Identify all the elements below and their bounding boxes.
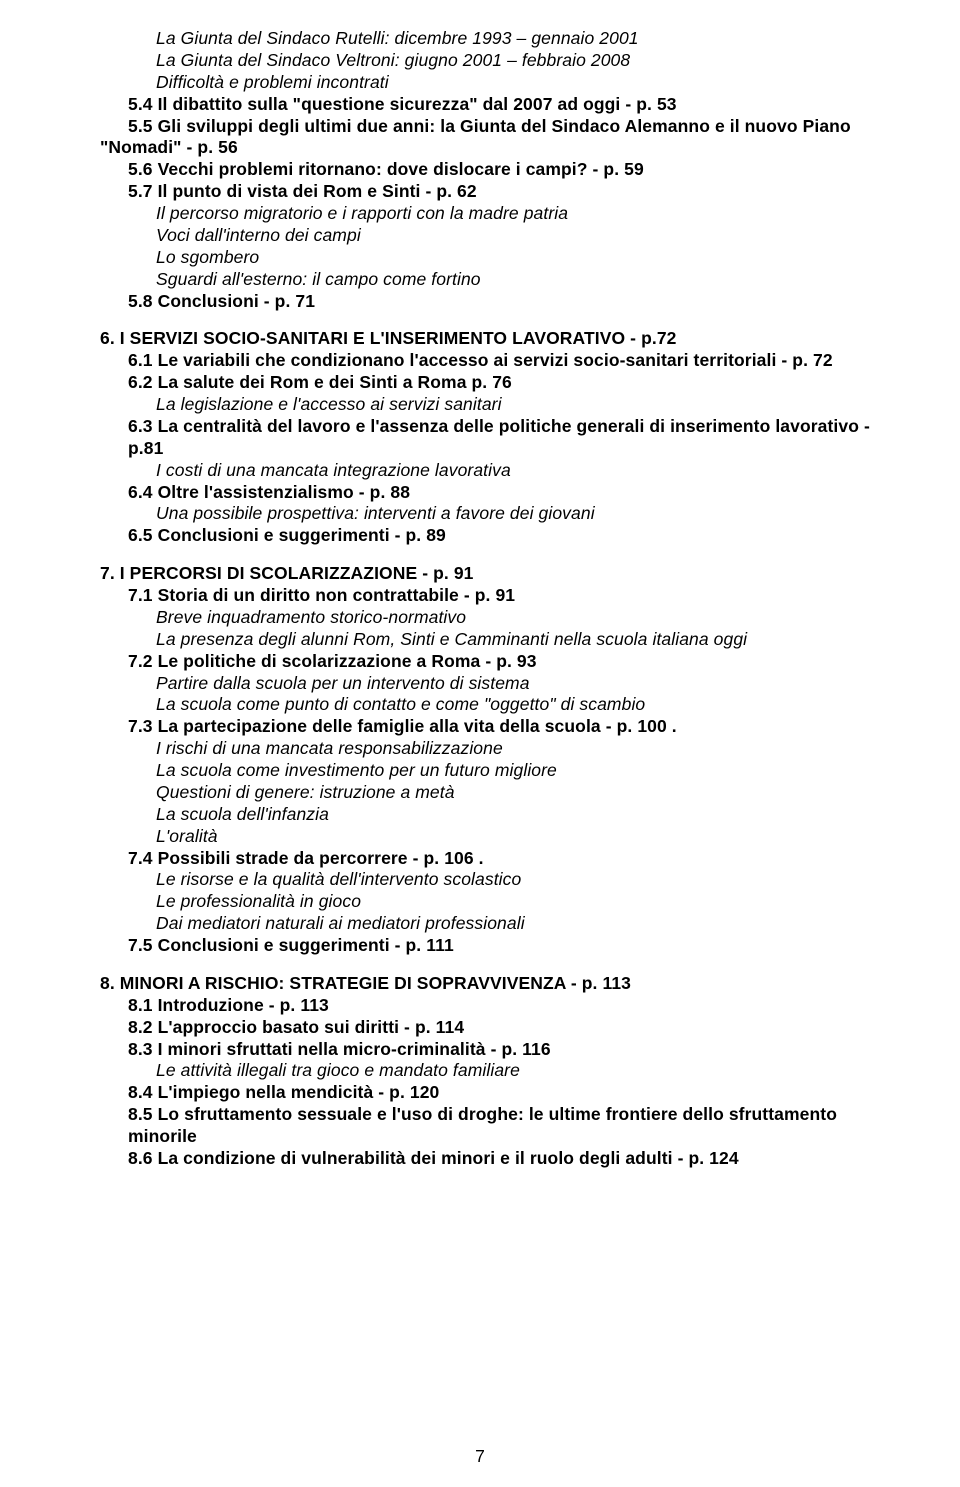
toc-line: Il percorso migratorio e i rapporti con … [56, 203, 880, 225]
toc-line: 7. I PERCORSI DI SCOLARIZZAZIONE - p. 91 [56, 563, 880, 585]
toc-line: La scuola dell'infanzia [56, 804, 880, 826]
toc-line: La presenza degli alunni Rom, Sinti e Ca… [56, 629, 880, 651]
toc-line: 8. MINORI A RISCHIO: STRATEGIE DI SOPRAV… [56, 973, 880, 995]
toc-line: 6.3 La centralità del lavoro e l'assenza… [56, 416, 880, 460]
toc-line: 6.1 Le variabili che condizionano l'acce… [56, 350, 880, 372]
toc-line: Sguardi all'esterno: il campo come forti… [56, 269, 880, 291]
toc-line: 5.8 Conclusioni - p. 71 [56, 291, 880, 313]
toc-line: La Giunta del Sindaco Veltroni: giugno 2… [56, 50, 880, 72]
toc-line: Le attività illegali tra gioco e mandato… [56, 1060, 880, 1082]
toc-line: 7.5 Conclusioni e suggerimenti - p. 111 [56, 935, 880, 957]
toc-line: La legislazione e l'accesso ai servizi s… [56, 394, 880, 416]
toc-line: 7.1 Storia di un diritto non contrattabi… [56, 585, 880, 607]
toc-line: 8.1 Introduzione - p. 113 [56, 995, 880, 1017]
toc-line: 6.2 La salute dei Rom e dei Sinti a Roma… [56, 372, 880, 394]
toc-line: Voci dall'interno dei campi [56, 225, 880, 247]
toc-line [56, 957, 880, 973]
document-page: La Giunta del Sindaco Rutelli: dicembre … [0, 0, 960, 1487]
toc-line: Breve inquadramento storico-normativo [56, 607, 880, 629]
toc-line: 7.2 Le politiche di scolarizzazione a Ro… [56, 651, 880, 673]
toc-line: Lo sgombero [56, 247, 880, 269]
toc-line [56, 547, 880, 563]
toc-line: Una possibile prospettiva: interventi a … [56, 503, 880, 525]
toc-line: "Nomadi" - p. 56 [56, 137, 880, 159]
toc-line: 8.4 L'impiego nella mendicità - p. 120 [56, 1082, 880, 1104]
toc-content: La Giunta del Sindaco Rutelli: dicembre … [56, 28, 880, 1170]
toc-line: 5.5 Gli sviluppi degli ultimi due anni: … [56, 116, 880, 138]
toc-line: La scuola come investimento per un futur… [56, 760, 880, 782]
toc-line: 7.4 Possibili strade da percorrere - p. … [56, 848, 880, 870]
toc-line: I costi di una mancata integrazione lavo… [56, 460, 880, 482]
toc-line: 7.3 La partecipazione delle famiglie all… [56, 716, 880, 738]
toc-line: 8.5 Lo sfruttamento sessuale e l'uso di … [56, 1104, 880, 1148]
toc-line: Questioni di genere: istruzione a metà [56, 782, 880, 804]
toc-line: Difficoltà e problemi incontrati [56, 72, 880, 94]
toc-line: Le risorse e la qualità dell'intervento … [56, 869, 880, 891]
toc-line: L'oralità [56, 826, 880, 848]
toc-line: 8.6 La condizione di vulnerabilità dei m… [56, 1148, 880, 1170]
toc-line: La scuola come punto di contatto e come … [56, 694, 880, 716]
toc-line: I rischi di una mancata responsabilizzaz… [56, 738, 880, 760]
toc-line: La Giunta del Sindaco Rutelli: dicembre … [56, 28, 880, 50]
page-number: 7 [0, 1446, 960, 1467]
toc-line: 6. I SERVIZI SOCIO-SANITARI E L'INSERIME… [56, 328, 880, 350]
toc-line: Le professionalità in gioco [56, 891, 880, 913]
toc-line: 5.6 Vecchi problemi ritornano: dove disl… [56, 159, 880, 181]
toc-line: 5.7 Il punto di vista dei Rom e Sinti - … [56, 181, 880, 203]
toc-line: Dai mediatori naturali ai mediatori prof… [56, 913, 880, 935]
toc-line: 8.3 I minori sfruttati nella micro-crimi… [56, 1039, 880, 1061]
toc-line: 6.4 Oltre l'assistenzialismo - p. 88 [56, 482, 880, 504]
toc-line: Partire dalla scuola per un intervento d… [56, 673, 880, 695]
toc-line: 8.2 L'approccio basato sui diritti - p. … [56, 1017, 880, 1039]
toc-line: 6.5 Conclusioni e suggerimenti - p. 89 [56, 525, 880, 547]
toc-line: 5.4 Il dibattito sulla "questione sicure… [56, 94, 880, 116]
toc-line [56, 312, 880, 328]
